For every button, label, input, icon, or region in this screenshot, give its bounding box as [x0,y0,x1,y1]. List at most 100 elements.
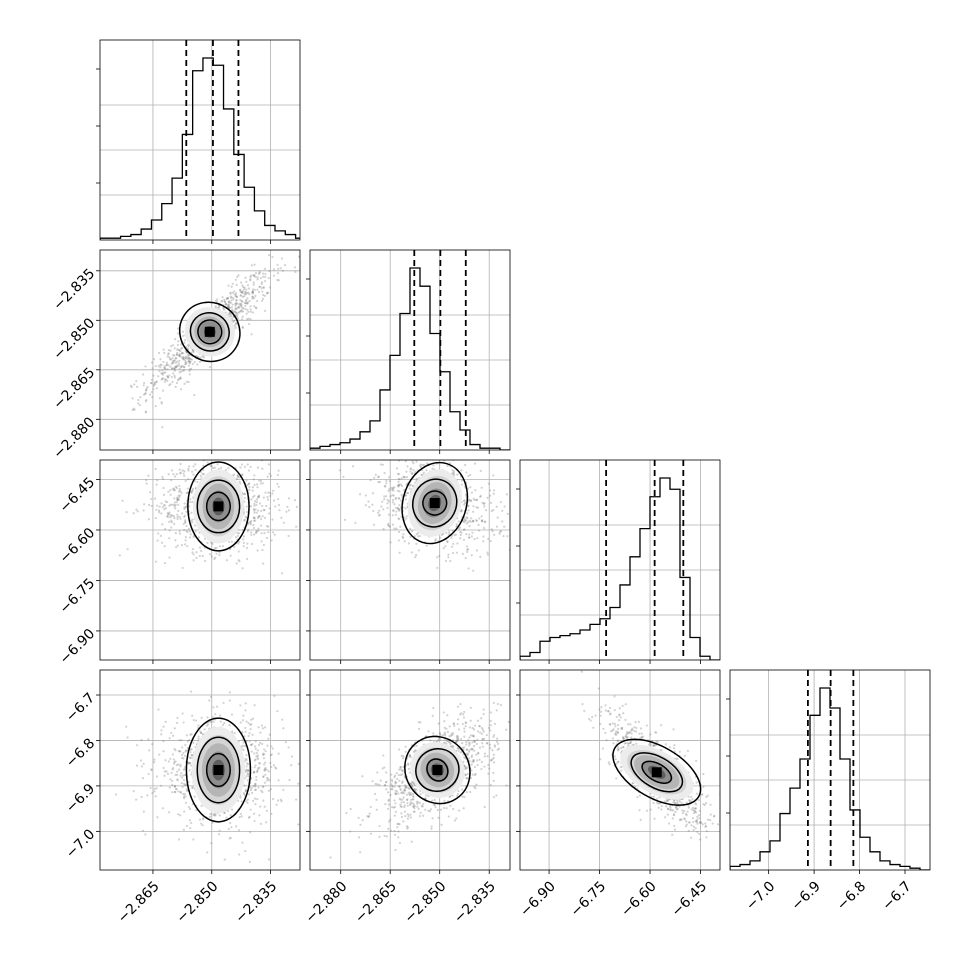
scatter-point [241,310,245,313]
scatter-point [387,522,390,525]
scatter-point [393,503,396,506]
scatter-point [401,781,404,784]
scatter-point [276,263,279,266]
scatter-point [206,541,209,544]
scatter-point [478,725,481,728]
scatter-point [239,721,242,724]
scatter-point [465,777,468,780]
scatter-point [259,479,262,483]
scatter-point [587,717,591,721]
scatter-point [125,725,128,728]
scatter-point [231,303,234,306]
scatter-point [247,773,250,776]
scatter-point [403,810,407,813]
scatter-point [167,353,170,356]
scatter-point [374,782,377,786]
scatter-point [268,286,272,289]
scatter-point [241,473,244,476]
scatter-point [391,487,395,490]
scatter-point [253,474,256,477]
scatter-point [145,387,148,390]
scatter-point [174,539,177,542]
scatter-point [475,498,478,502]
scatter-point [275,248,277,250]
scatter-point [180,738,183,742]
scatter-point [251,291,254,294]
scatter-point [255,503,258,507]
scatter-point [227,467,230,470]
scatter-point [171,357,174,360]
scatter-point [485,741,489,745]
scatter-point [413,535,416,538]
scatter-point [175,353,179,356]
scatter-point [154,382,157,386]
scatter-point [376,783,379,786]
scatter-point [391,494,394,497]
scatter-point [191,500,194,504]
scatter-point [245,479,248,482]
scatter-point [409,467,412,470]
scatter-point [183,366,186,369]
scatter-point [460,509,463,512]
scatter-point [244,301,247,305]
scatter-point [391,806,394,809]
scatter-point [490,509,493,513]
scatter-point [261,515,264,518]
scatter-point [170,521,173,524]
scatter-point [178,494,182,497]
scatter-point [466,512,469,515]
scatter-point [256,549,259,552]
scatter-point [465,777,468,780]
scatter-point [181,356,184,359]
scatter-point [251,489,254,492]
scatter-point [146,794,149,797]
scatter-point [249,728,252,731]
scatter-point [444,559,448,563]
scatter-point [187,360,190,363]
scatter-point [151,395,154,399]
scatter-point [183,514,186,517]
scatter-point [704,825,708,828]
scatter-point [245,288,248,291]
scatter-point [426,462,429,465]
scatter-point [179,791,183,794]
scatter-point [393,805,397,809]
scatter-point [288,778,291,782]
scatter-point [239,290,242,293]
scatter-point [369,452,371,454]
scatter-point [225,816,228,819]
scatter-point [180,352,183,355]
scatter-point [432,732,435,735]
scatter-point [182,751,185,755]
scatter-point [471,531,474,534]
scatter-point [263,294,266,297]
scatter-point [259,509,263,513]
scatter-point [698,809,702,812]
scatter-point [478,758,481,761]
scatter-point [394,792,397,795]
scatter-point [160,372,163,375]
scatter-point [452,470,456,473]
scatter-point [372,523,376,526]
scatter-point [235,301,238,305]
scatter-point [185,380,188,383]
scatter-point [248,293,251,296]
scatter-point [438,554,441,558]
scatter-point [252,516,255,519]
scatter-point [373,476,376,479]
scatter-point [230,540,234,543]
scatter-point [417,549,420,552]
scatter-point [173,760,176,764]
scatter-point [391,523,395,526]
scatter-point [181,746,184,749]
scatter-point [172,473,175,476]
scatter-point [263,767,267,771]
scatter-point [185,529,188,532]
scatter-point [501,509,504,512]
scatter-point [168,537,171,540]
scatter-point [231,282,234,285]
scatter-point [182,768,186,772]
scatter-point [712,815,716,818]
scatter-point [439,734,442,737]
scatter-point [136,510,139,513]
